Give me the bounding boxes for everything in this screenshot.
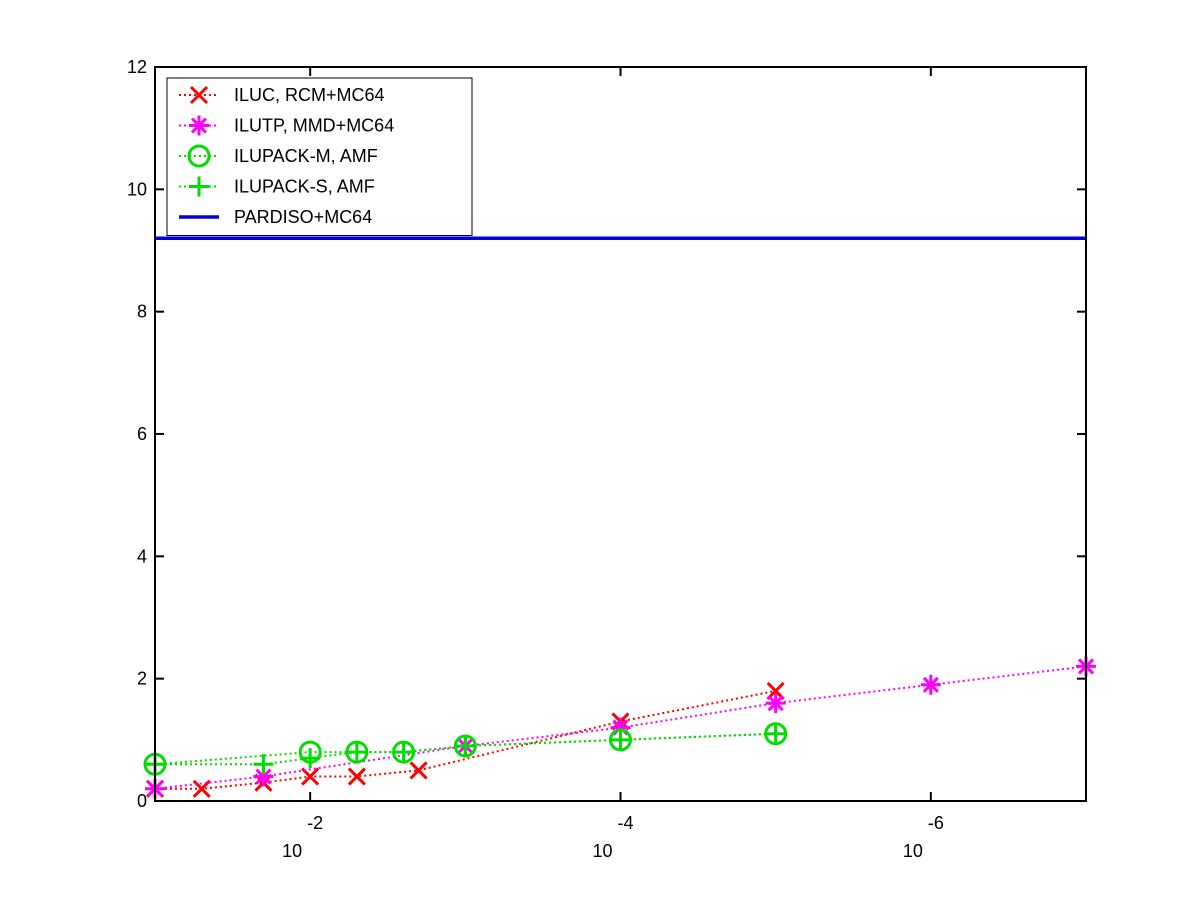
x-tick-base: 10: [282, 841, 302, 861]
x-tick-exponent: -4: [618, 813, 634, 833]
legend-item: ILUTP, MMD+MC64: [179, 115, 394, 136]
legend-item: ILUPACK-S, AMF: [179, 176, 375, 197]
x-tick-exponent: -6: [928, 813, 944, 833]
x-tick-exponent: -2: [307, 813, 323, 833]
data-point: [347, 767, 366, 786]
data-point: [610, 729, 631, 750]
legend-item: ILUPACK-M, AMF: [179, 144, 378, 168]
data-point: [189, 176, 209, 197]
data-point: [189, 85, 209, 105]
legend-item: ILUC, RCM+MC64: [179, 85, 385, 105]
legend-box: [166, 77, 473, 236]
y-tick-label: 12: [127, 57, 147, 77]
data-point: [765, 693, 786, 714]
legend-label: ILUTP, MMD+MC64: [234, 116, 394, 136]
data-point: [187, 144, 211, 168]
y-tick-label: 10: [127, 179, 147, 199]
data-point: [920, 674, 941, 695]
data-point: [300, 748, 321, 769]
x-tick-label: 10-2: [282, 813, 323, 861]
legend-label: PARDISO+MC64: [234, 207, 372, 227]
x-tick-base: 10: [903, 841, 923, 861]
y-tick-label: 2: [137, 669, 147, 689]
data-point: [189, 115, 209, 136]
legend: ILUC, RCM+MC64 ILUTP, MMD+MC64 ILUPACK-M, …: [166, 77, 473, 236]
series-4: [145, 723, 786, 775]
x-tick-label: 10-6: [903, 813, 944, 861]
y-tick-label: 6: [137, 424, 147, 444]
data-point: [455, 735, 476, 756]
legend-label: ILUPACK-M, AMF: [234, 146, 378, 166]
data-point: [253, 754, 274, 775]
x-tick-base: 10: [593, 841, 613, 861]
legend-label: ILUPACK-S, AMF: [234, 177, 375, 197]
y-tick-label: 8: [137, 302, 147, 322]
legend-label: ILUC, RCM+MC64: [234, 85, 385, 105]
series-layer: [143, 236, 1096, 799]
y-tick-label: 0: [137, 791, 147, 811]
data-point: [393, 742, 414, 763]
data-point: [765, 723, 786, 744]
data-point: [409, 761, 428, 780]
legend-item: PARDISO+MC64: [179, 207, 372, 227]
y-tick-label: 4: [137, 546, 147, 566]
data-point: [346, 742, 367, 763]
x-tick-label: 10-4: [593, 813, 634, 861]
